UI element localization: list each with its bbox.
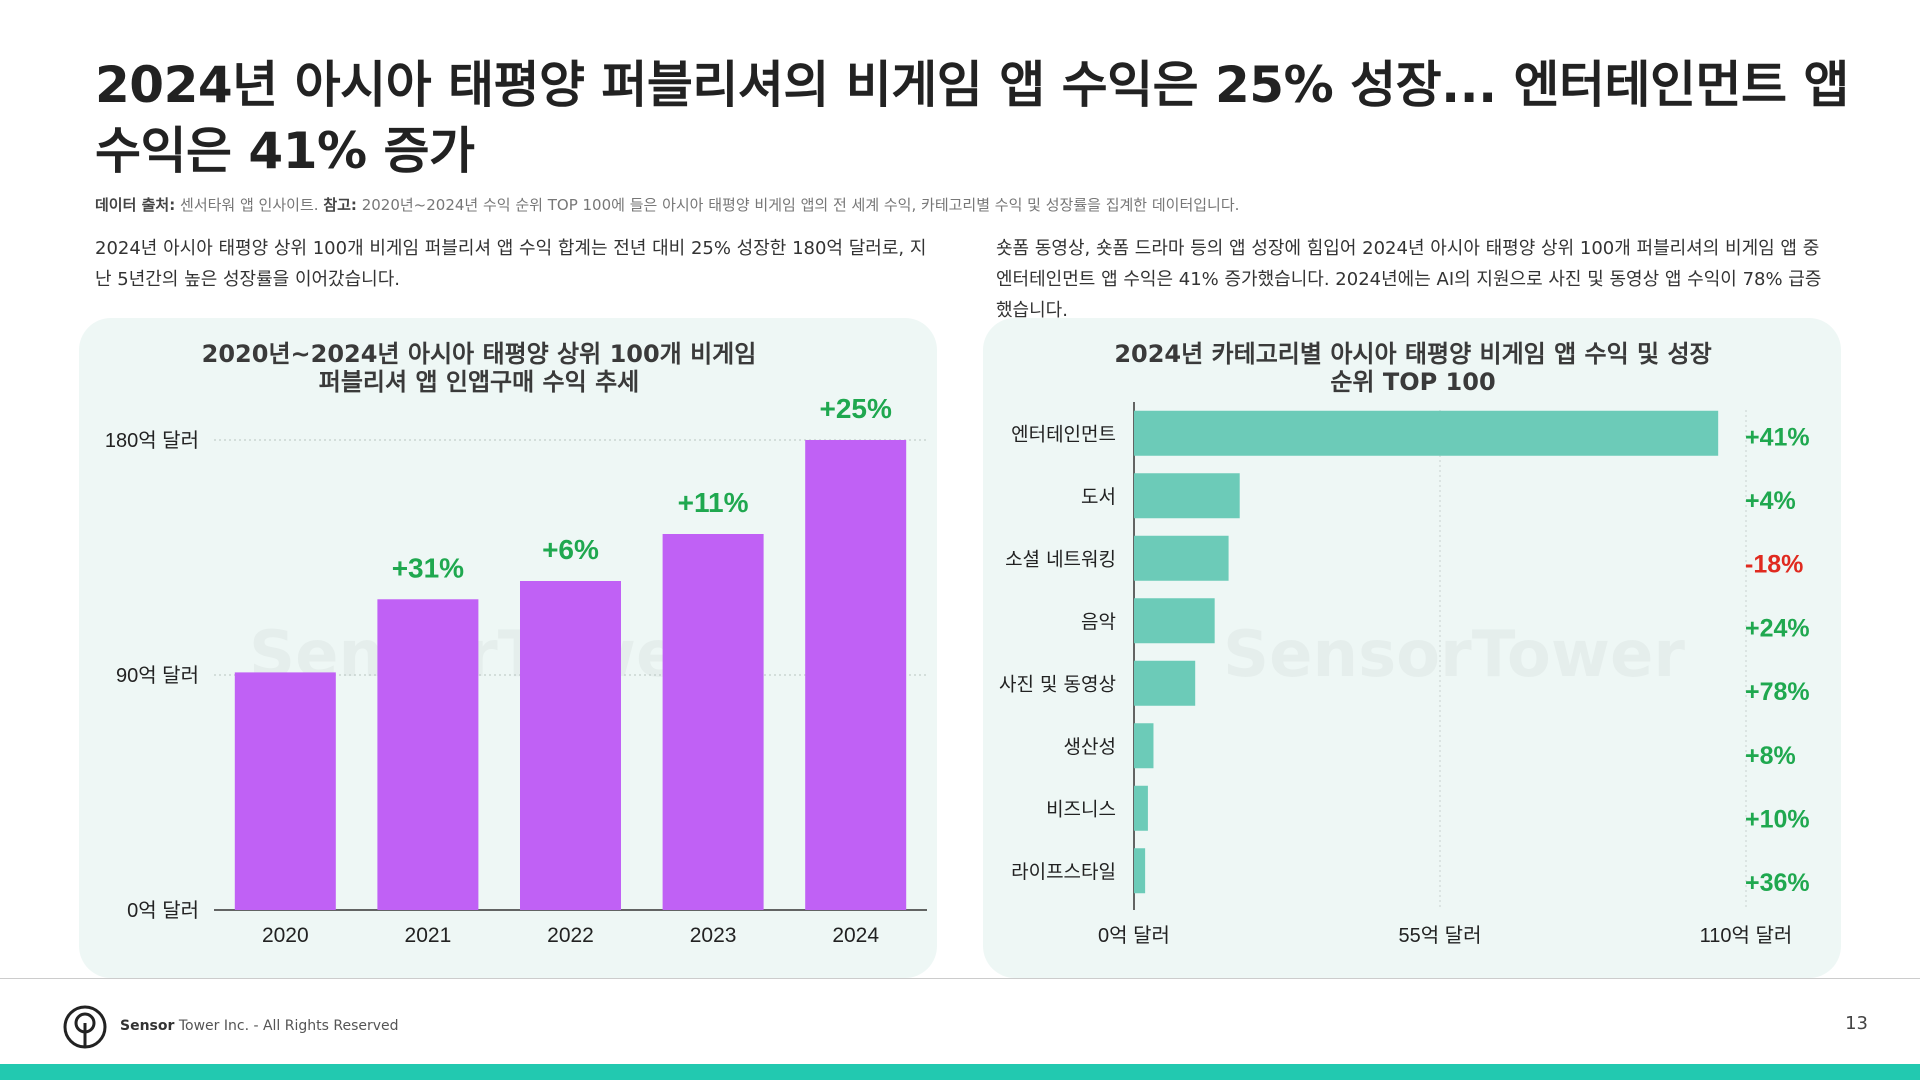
- growth-label: +10%: [1745, 805, 1810, 833]
- category-label: 음악: [1081, 611, 1116, 633]
- bar: [520, 581, 621, 910]
- footer-copyright: Sensor Tower Inc. - All Rights Reserved: [120, 1018, 399, 1034]
- bar: [1134, 598, 1215, 644]
- category-label: 도서: [1081, 486, 1116, 508]
- category-label: 라이프스타일: [1011, 861, 1116, 883]
- bar: [1134, 723, 1154, 769]
- category-label: 생산성: [1064, 736, 1116, 758]
- growth-label: -18%: [1745, 551, 1803, 579]
- y-tick-label: 180억 달러: [105, 429, 199, 452]
- growth-label: +36%: [1745, 869, 1810, 897]
- bar: [1134, 848, 1146, 894]
- revenue-trend-chart: 0억 달러 90억 달러 180억 달러 2020 2021 +31% 2022 +6% 202…: [105, 393, 927, 947]
- right-description: 숏폼 동영상, 숏폼 드라마 등의 앱 성장에 힘입어 2024년 아시아 태평…: [996, 238, 1822, 321]
- category-label: 비즈니스: [1046, 798, 1116, 820]
- growth-label: +11%: [678, 487, 749, 518]
- growth-label: +4%: [1745, 487, 1796, 515]
- growth-label: +31%: [392, 552, 464, 583]
- bar: [377, 599, 479, 910]
- bar: [1134, 785, 1148, 831]
- source-label: 데이터 출처:: [95, 196, 176, 214]
- category-label: 사진 및 동영상: [999, 673, 1116, 695]
- bar: [1134, 660, 1196, 706]
- bar: [805, 440, 907, 910]
- growth-label: +24%: [1745, 614, 1810, 642]
- footer-divider: [0, 978, 1920, 979]
- bottom-accent-bar: [0, 1064, 1920, 1080]
- data-source-note: 데이터 출처: 센서타워 앱 인사이트. 참고: 2020년~2024년 수익 …: [95, 194, 1855, 215]
- category-revenue-chart: 0억 달러 55억 달러 110억 달러 엔터테인먼트 +41% 도서 +4% 소셜 네트워킹…: [999, 402, 1810, 947]
- bar: [1134, 473, 1240, 519]
- left-description: 2024년 아시아 태평양 상위 100개 비게임 퍼블리셔 앱 수익 합계는 …: [95, 238, 927, 290]
- growth-label: +25%: [819, 393, 891, 424]
- y-tick-label: 90억 달러: [116, 664, 199, 687]
- growth-label: +6%: [542, 534, 599, 565]
- note-text: 2020년~2024년 수익 순위 TOP 100에 들은 아시아 태평양 비게…: [361, 196, 1240, 214]
- y-tick-label: 0억 달러: [127, 899, 199, 922]
- category-label: 소셜 네트워킹: [1005, 548, 1116, 570]
- x-tick-label: 2021: [405, 924, 452, 947]
- footer-rights: Tower Inc. - All Rights Reserved: [178, 1018, 399, 1034]
- growth-label: +8%: [1745, 742, 1796, 770]
- note-label: 참고:: [323, 196, 357, 214]
- x-tick-label: 0억 달러: [1098, 924, 1170, 947]
- x-tick-label: 2022: [547, 924, 594, 947]
- x-tick-label: 2020: [262, 924, 309, 947]
- x-tick-label: 2024: [832, 924, 879, 947]
- bar: [1134, 535, 1229, 581]
- footer-brand: Sensor: [120, 1018, 175, 1034]
- bar: [1134, 410, 1719, 456]
- source-text: 센서타워 앱 인사이트.: [180, 196, 319, 214]
- x-tick-label: 2023: [690, 924, 737, 947]
- growth-label: +78%: [1745, 678, 1810, 706]
- category-chart-title: 2024년 카테고리별 아시아 태평양 비게임 앱 수익 및 성장 순위 TOP…: [1114, 340, 1712, 396]
- x-tick-label: 55억 달러: [1398, 924, 1481, 947]
- x-tick-label: 110억 달러: [1700, 924, 1793, 947]
- category-label: 엔터테인먼트: [1011, 423, 1116, 445]
- bar: [234, 672, 336, 910]
- page-number: 13: [1845, 1013, 1868, 1034]
- page-title: 2024년 아시아 태평양 퍼블리셔의 비게임 앱 수익은 25% 성장... …: [95, 56, 1849, 180]
- growth-label: +41%: [1745, 423, 1810, 451]
- revenue-trend-chart-title: 2020년~2024년 아시아 태평양 상위 100개 비게임 퍼블리셔 앱 인…: [201, 340, 757, 396]
- bar: [662, 534, 764, 910]
